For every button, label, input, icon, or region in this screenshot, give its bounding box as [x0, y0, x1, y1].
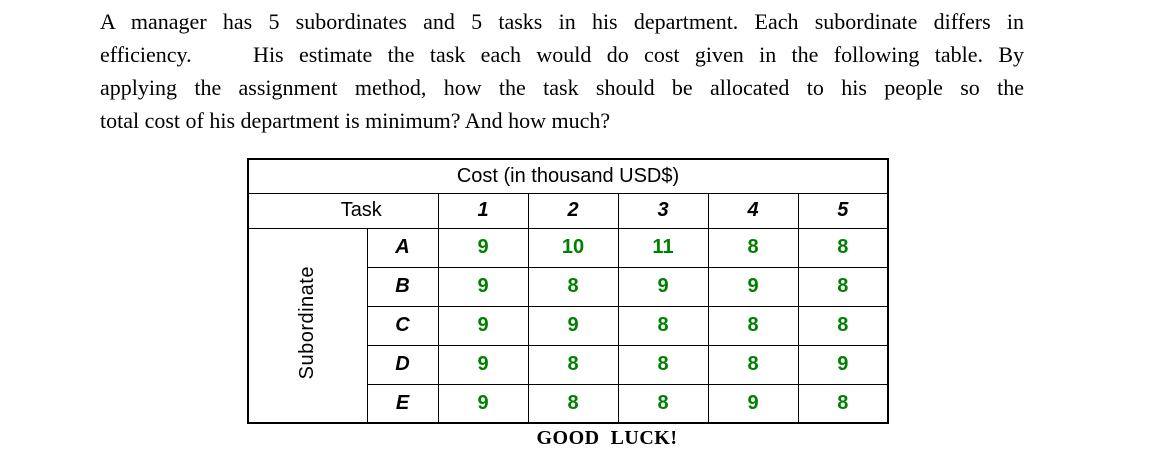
cost-cell-c3: 8: [617, 305, 709, 346]
task-column-header-2: 2: [527, 192, 619, 229]
cost-cell-a5: 8: [797, 227, 889, 268]
cost-cell-b1: 9: [437, 266, 529, 307]
cost-cell-c1: 9: [437, 305, 529, 346]
cost-cell-b4: 9: [707, 266, 799, 307]
cost-cell-e2: 8: [527, 383, 619, 424]
subordinate-axis-label: Subordinate: [296, 266, 319, 380]
cost-cell-d5: 9: [797, 344, 889, 385]
task-corner-label: Task: [247, 192, 439, 229]
paragraph-line-2: efficiency. His estimate the task each w…: [100, 42, 1024, 67]
cost-cell-d2: 8: [527, 344, 619, 385]
task-column-header-3: 3: [617, 192, 709, 229]
problem-statement: A manager has 5 subordinates and 5 tasks…: [100, 5, 1024, 137]
cost-cell-c2: 9: [527, 305, 619, 346]
cost-cell-a1: 9: [437, 227, 529, 268]
cost-cell-b2: 8: [527, 266, 619, 307]
cost-cell-e5: 8: [797, 383, 889, 424]
cost-cell-c4: 8: [707, 305, 799, 346]
table-row-b: B 9 8 9 9 8: [248, 266, 889, 307]
cost-cell-d1: 9: [437, 344, 529, 385]
cost-cell-b5: 8: [797, 266, 889, 307]
subordinate-group-cell: Subordinate: [247, 227, 368, 424]
table-title-row: Cost (in thousand USD$): [247, 158, 889, 194]
subordinate-label-c: C: [366, 305, 439, 346]
good-luck-text: GOOD LUCK!: [536, 427, 678, 449]
cost-cell-c5: 8: [797, 305, 889, 346]
table-row-e: E 9 8 8 9 8: [248, 383, 889, 424]
cost-cell-b3: 9: [617, 266, 709, 307]
cost-cell-a4: 8: [707, 227, 799, 268]
cost-cell-a3: 11: [617, 227, 709, 268]
paragraph-line-1: A manager has 5 subordinates and 5 tasks…: [100, 9, 1024, 34]
task-column-header-4: 4: [707, 192, 799, 229]
subordinate-label-e: E: [366, 383, 439, 424]
paragraph-line-3: applying the assignment method, how the …: [100, 75, 1024, 100]
cost-cell-e3: 8: [617, 383, 709, 424]
table-row-a: Subordinate A 9 10 11 8 8: [247, 227, 889, 424]
cost-cell-d3: 8: [617, 344, 709, 385]
cost-cell-e4: 9: [707, 383, 799, 424]
cost-cell-a2: 10: [527, 227, 619, 268]
task-header-row: Task 1 2 3 4 5: [247, 192, 889, 229]
paragraph-line-4: total cost of his department is minimum?…: [100, 108, 611, 133]
task-column-header-5: 5: [797, 192, 889, 229]
table-title: Cost (in thousand USD$): [247, 158, 889, 194]
task-column-header-1: 1: [437, 192, 529, 229]
cost-cell-d4: 8: [707, 344, 799, 385]
cost-table: Cost (in thousand USD$) Task 1 2 3 4 5 S…: [247, 158, 889, 424]
subordinate-label-b: B: [366, 266, 439, 307]
cost-cell-e1: 9: [437, 383, 529, 424]
subordinate-label-d: D: [366, 344, 439, 385]
subordinate-label-a: A: [366, 227, 439, 268]
